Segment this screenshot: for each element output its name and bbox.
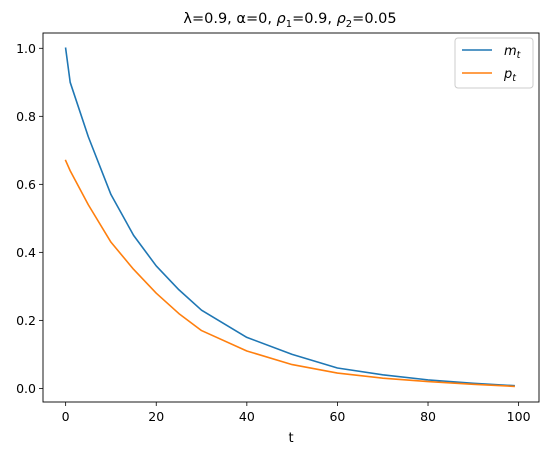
title-rho-1: ρ bbox=[277, 11, 287, 27]
x-tick-label: 20 bbox=[148, 409, 164, 424]
y-tick-label: 0.8 bbox=[16, 109, 36, 124]
legend: mt pt bbox=[454, 37, 534, 89]
title-mid: =0.9, bbox=[292, 11, 336, 27]
series-layer bbox=[64, 47, 515, 388]
chart-title: λ=0.9, α=0, ρ1=0.9, ρ2=0.05 bbox=[183, 11, 396, 30]
x-tick-label: 40 bbox=[239, 409, 255, 424]
series-line-m bbox=[64, 47, 515, 387]
y-tick-label: 1.0 bbox=[16, 41, 36, 56]
title-sub-2: 2 bbox=[346, 19, 352, 30]
y-tick-label: 0.0 bbox=[16, 381, 36, 396]
title-rho-2: ρ bbox=[337, 11, 347, 27]
y-tick-label: 0.4 bbox=[16, 245, 36, 260]
legend-label-p-sub: t bbox=[512, 73, 517, 84]
axes-frame bbox=[42, 32, 540, 403]
y-axis-ticks: 0.0 0.2 0.4 0.6 0.8 1.0 bbox=[16, 41, 43, 396]
x-tick-label: 60 bbox=[329, 409, 345, 424]
x-tick-label: 100 bbox=[507, 409, 531, 424]
x-axis-ticks: 0 20 40 60 80 100 bbox=[62, 402, 531, 424]
x-axis-label: t bbox=[288, 431, 293, 446]
legend-label-m-base: m bbox=[504, 44, 517, 59]
x-tick-label: 80 bbox=[420, 409, 436, 424]
title-suffix: =0.05 bbox=[352, 11, 396, 27]
legend-label-p-base: p bbox=[503, 67, 512, 82]
title-sub-1: 1 bbox=[286, 19, 292, 30]
legend-label-m-sub: t bbox=[517, 50, 522, 61]
y-tick-label: 0.2 bbox=[16, 313, 36, 328]
legend-label-m: mt bbox=[504, 44, 522, 61]
legend-label-p: pt bbox=[503, 67, 517, 84]
plot-area bbox=[43, 33, 539, 402]
legend-box bbox=[454, 37, 534, 89]
series-line-p bbox=[64, 159, 515, 388]
title-prefix: λ=0.9, α=0, bbox=[183, 11, 276, 27]
y-tick-label: 0.6 bbox=[16, 177, 36, 192]
x-tick-label: 0 bbox=[62, 409, 70, 424]
